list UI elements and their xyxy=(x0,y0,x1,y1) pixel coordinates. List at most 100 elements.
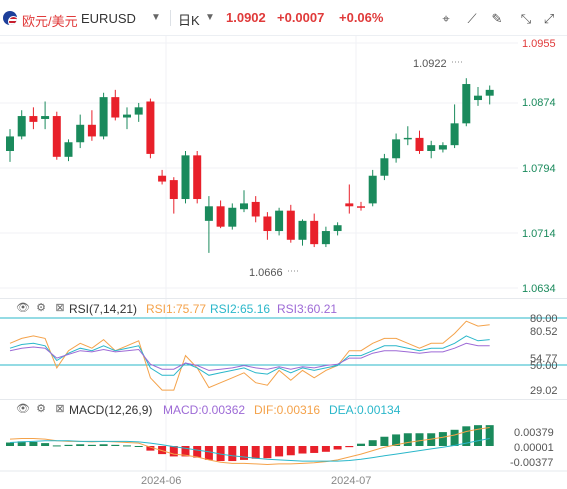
rsi-title: RSI(7,14,21) xyxy=(69,302,138,316)
draw-line-icon[interactable]: ⟋ xyxy=(467,11,477,26)
macd-bar xyxy=(87,444,96,446)
macd-bar xyxy=(17,441,26,446)
candle-body xyxy=(228,207,237,227)
price-grid xyxy=(0,36,518,471)
candle-body xyxy=(403,137,412,140)
candle-body xyxy=(357,206,365,208)
macd-bar xyxy=(275,446,284,457)
candle-body xyxy=(485,89,494,96)
time-tick-2: 2024-07 xyxy=(331,475,371,487)
rsi3-line xyxy=(9,342,490,371)
candle-body xyxy=(216,206,225,227)
candle-body xyxy=(275,210,284,232)
period-selector[interactable]: 日K xyxy=(178,13,200,28)
gear-icon[interactable]: ⚙ xyxy=(36,403,46,415)
period-dropdown-icon[interactable]: ▼ xyxy=(205,12,215,23)
candle-body xyxy=(64,142,73,157)
candle-body xyxy=(321,231,330,245)
pane-divider-rsi xyxy=(0,298,567,299)
price-change: +0.0007 xyxy=(277,10,325,25)
macd-bar xyxy=(193,446,202,458)
rsi-tick-2: 80.52 xyxy=(530,326,558,338)
high-annotation: 1.0922 xyxy=(413,58,462,70)
macd-bar xyxy=(76,444,85,446)
fullscreen-icon[interactable]: ⤢ xyxy=(543,11,555,26)
macd-bar xyxy=(41,443,50,446)
eye-icon[interactable]: 👁 xyxy=(16,403,30,415)
macd-tick-3: -0.00377 xyxy=(510,457,553,469)
close-icon[interactable]: ⊠ xyxy=(55,302,65,314)
rsi1-value: RSI1:75.77 xyxy=(146,302,207,316)
candle-body xyxy=(76,124,85,143)
macd-bar xyxy=(485,425,494,446)
candle-body xyxy=(251,201,260,217)
macd-bar xyxy=(216,446,225,462)
eraser-icon[interactable]: ✎ xyxy=(491,11,503,26)
macd-bar xyxy=(158,446,167,455)
macd-bar xyxy=(228,446,237,462)
symbol-dropdown-icon[interactable]: ▼ xyxy=(151,12,161,23)
candle-body xyxy=(392,139,401,159)
macd-bar xyxy=(123,445,131,447)
macd-bar xyxy=(438,432,447,446)
macd-title: MACD(12,26,9) xyxy=(69,403,153,417)
macd-tick-1: 0.00379 xyxy=(514,427,554,439)
macd-lines xyxy=(9,427,490,466)
price-tick-4: 1.0714 xyxy=(522,228,556,240)
fill-icon[interactable]: ⤡ xyxy=(520,11,532,26)
close-icon[interactable]: ⊠ xyxy=(55,403,65,415)
macd-bar xyxy=(333,446,342,450)
candle-body xyxy=(52,116,61,157)
price-tick-1: 1.0955 xyxy=(522,38,556,50)
candle-body xyxy=(169,180,178,200)
macd-bar xyxy=(204,446,213,460)
macd-bar xyxy=(403,433,412,446)
rsi-tick-5: 29.02 xyxy=(530,385,558,397)
candle-body xyxy=(310,220,319,245)
rsi2-line xyxy=(9,335,490,376)
candlestick-series xyxy=(6,78,494,253)
macd-value: MACD:0.00362 xyxy=(163,403,246,417)
macd-bar xyxy=(345,446,354,448)
price-tick-5: 1.0634 xyxy=(522,283,556,295)
macd-bar xyxy=(169,446,178,457)
macd-bar xyxy=(462,426,471,446)
macd-tick-2: 0.00001 xyxy=(514,442,554,454)
candle-body xyxy=(41,116,50,119)
macd-bar xyxy=(415,433,424,446)
macd-histogram xyxy=(6,425,494,462)
macd-bar xyxy=(298,446,307,454)
price-change-pct: +0.06% xyxy=(339,10,384,25)
high-label: 1.0922 xyxy=(413,58,447,70)
last-price: 1.0902 xyxy=(226,10,266,25)
candle-body xyxy=(474,95,482,101)
gear-icon[interactable]: ⚙ xyxy=(36,302,46,314)
macd-bar xyxy=(474,425,482,446)
macd-bar xyxy=(134,446,143,447)
macd-bar xyxy=(29,441,38,446)
macd-bar xyxy=(427,433,436,446)
rsi1-line xyxy=(9,320,490,391)
rsi-axis: 80.00 80.52 54.77 50.00 29.02 xyxy=(530,313,558,397)
eye-icon[interactable]: 👁 xyxy=(16,302,30,314)
macd-bar xyxy=(450,429,459,446)
macd-bar xyxy=(392,434,401,446)
macd-axis: 0.00379 0.00001 -0.00377 xyxy=(510,427,554,469)
symbol-name-cn[interactable]: 欧元/美元 xyxy=(22,14,78,29)
eu-us-flag-icon xyxy=(3,11,17,25)
candle-body xyxy=(17,116,26,137)
macd-bar xyxy=(64,444,73,446)
candle-body xyxy=(380,158,389,176)
candle-body xyxy=(87,124,96,137)
crosshair-icon[interactable]: ⌖ xyxy=(442,11,450,26)
candle-body xyxy=(123,114,131,118)
candle-body xyxy=(29,116,38,122)
candle-body xyxy=(263,216,272,232)
rsi-header: 👁 ⚙ ⊠ RSI(7,14,21) RSI1:75.77 RSI2:65.16… xyxy=(0,302,567,318)
symbol-code[interactable]: EURUSD xyxy=(81,11,136,26)
candle-body xyxy=(181,155,190,200)
rsi-tick-1: 80.00 xyxy=(530,313,558,325)
candle-body xyxy=(146,101,155,154)
macd-bar xyxy=(380,436,389,446)
